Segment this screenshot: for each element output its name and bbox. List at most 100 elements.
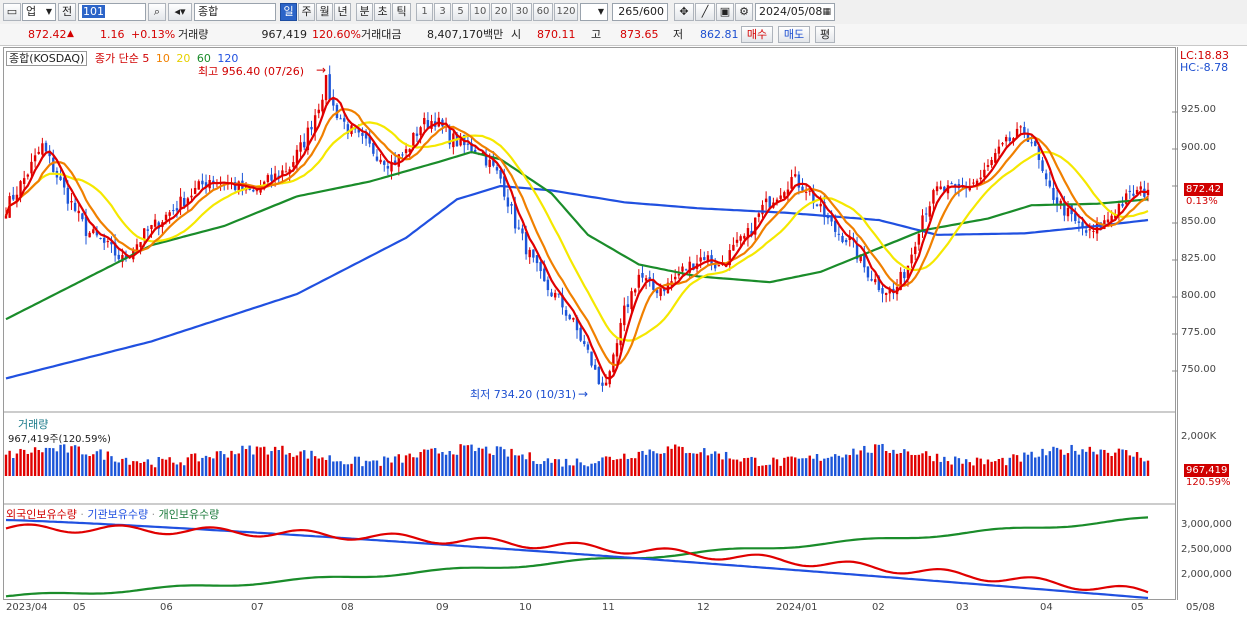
x-label: 08 bbox=[341, 602, 354, 613]
volume-bar bbox=[4, 454, 8, 476]
volume-bar bbox=[1023, 452, 1026, 476]
count-input[interactable]: 265/600 bbox=[612, 3, 668, 21]
prev-button[interactable]: 전 bbox=[58, 3, 76, 21]
ma10-label: 10 bbox=[155, 52, 170, 65]
interval-5[interactable]: 5 bbox=[452, 3, 469, 21]
candle-body bbox=[794, 174, 797, 177]
volume-bar bbox=[684, 453, 688, 476]
price-panel-title[interactable]: 종합(KOSDAQ) bbox=[6, 51, 88, 66]
candle-body bbox=[877, 276, 881, 291]
candle-body bbox=[823, 201, 826, 218]
volume-bar bbox=[543, 461, 546, 476]
interval-3[interactable]: 3 bbox=[434, 3, 451, 21]
crosshair-icon[interactable]: ✥ bbox=[674, 3, 694, 21]
draw-line-icon[interactable]: ╱ bbox=[695, 3, 715, 21]
x-label: 05 bbox=[1131, 602, 1144, 613]
volume-bar bbox=[863, 445, 866, 476]
volume-bar bbox=[681, 446, 684, 476]
volume-bar bbox=[746, 457, 750, 476]
tab-week[interactable]: 주 bbox=[298, 3, 315, 21]
volume-bar bbox=[979, 458, 982, 476]
volume-bar bbox=[557, 459, 561, 476]
volume-bar bbox=[546, 458, 550, 476]
high-arrow-icon: → bbox=[316, 63, 326, 77]
volume-bar bbox=[732, 459, 735, 476]
volume-bar bbox=[1095, 454, 1099, 476]
interval-custom-input[interactable]: ▼ bbox=[580, 3, 608, 21]
interval-10[interactable]: 10 bbox=[470, 3, 490, 21]
interval-60[interactable]: 60 bbox=[533, 3, 553, 21]
date-input[interactable]: 2024/05/08 ▦ bbox=[755, 3, 835, 21]
buy-button[interactable]: 매수 bbox=[741, 26, 773, 43]
volume-bar bbox=[466, 445, 470, 476]
candle-body bbox=[943, 186, 946, 192]
candle-body bbox=[532, 249, 535, 258]
volume-bar bbox=[790, 456, 793, 476]
volume-bar bbox=[183, 465, 186, 476]
interval-30[interactable]: 30 bbox=[512, 3, 532, 21]
candle-body bbox=[172, 210, 175, 212]
candle-body bbox=[1077, 221, 1081, 223]
interval-120[interactable]: 120 bbox=[554, 3, 578, 21]
code-value: 101 bbox=[82, 5, 105, 18]
tab-tick[interactable]: 틱 bbox=[392, 3, 411, 21]
sell-button[interactable]: 매도 bbox=[778, 26, 810, 43]
volume-bar bbox=[172, 462, 175, 476]
market-select-label: 업 bbox=[26, 5, 37, 18]
interval-1[interactable]: 1 bbox=[416, 3, 433, 21]
volume-bar bbox=[950, 464, 953, 476]
candle-body bbox=[1117, 203, 1121, 216]
candle-body bbox=[95, 230, 99, 236]
candle-body bbox=[746, 228, 750, 239]
candle-body bbox=[364, 133, 368, 139]
candle-body bbox=[859, 254, 862, 262]
tab-minute[interactable]: 분 bbox=[356, 3, 373, 21]
candle-body bbox=[1030, 142, 1033, 144]
candle-body bbox=[979, 177, 982, 180]
interval-20[interactable]: 20 bbox=[491, 3, 511, 21]
volume-bar bbox=[233, 454, 237, 476]
y-tick: 850.00 bbox=[1181, 216, 1216, 227]
volume-bar bbox=[826, 457, 830, 476]
volume-bar bbox=[877, 444, 881, 476]
volume-bar bbox=[259, 447, 262, 476]
candle-body bbox=[939, 186, 942, 190]
eval-button[interactable]: 평 bbox=[815, 26, 835, 43]
holdings-y-tick: 2,000,000 bbox=[1181, 569, 1232, 580]
volume-bar bbox=[619, 458, 622, 476]
volume-bar bbox=[517, 455, 521, 476]
volume-bar bbox=[455, 454, 459, 476]
open-label: 시 bbox=[511, 28, 522, 41]
gear-icon[interactable]: ⚙ bbox=[735, 3, 753, 21]
tab-day[interactable]: 일 bbox=[280, 3, 297, 21]
candle-body bbox=[870, 279, 873, 281]
candle-body bbox=[1135, 189, 1139, 195]
x-label: 05 bbox=[73, 602, 86, 613]
volume-bar bbox=[499, 446, 502, 476]
candle-body bbox=[295, 149, 299, 164]
candle-body bbox=[663, 288, 666, 292]
volume-bar bbox=[99, 449, 102, 476]
volume-bar bbox=[597, 461, 601, 476]
search-icon[interactable]: ⌕ bbox=[148, 3, 166, 21]
save-icon[interactable]: ▣ bbox=[716, 3, 734, 21]
ma20-line bbox=[4, 121, 1149, 342]
code-input[interactable]: 101 bbox=[78, 3, 146, 21]
candle-body bbox=[513, 203, 517, 229]
candle-body bbox=[1004, 136, 1008, 142]
candle-body bbox=[681, 266, 684, 272]
tab-month[interactable]: 월 bbox=[316, 3, 333, 21]
layout-icon[interactable]: ▭ bbox=[3, 3, 21, 21]
market-select[interactable]: 업 ▼ bbox=[22, 3, 56, 21]
volume-bar bbox=[968, 462, 971, 476]
volume-bar bbox=[299, 451, 302, 476]
volume-bar bbox=[604, 456, 608, 476]
arrow-lr-icon[interactable]: ◂▾ bbox=[168, 3, 192, 21]
tab-year[interactable]: 년 bbox=[334, 3, 351, 21]
volume-bar bbox=[186, 457, 190, 476]
candle-body bbox=[586, 344, 590, 350]
tab-second[interactable]: 초 bbox=[374, 3, 391, 21]
volume-bar bbox=[146, 459, 150, 476]
candle-body bbox=[164, 214, 168, 221]
